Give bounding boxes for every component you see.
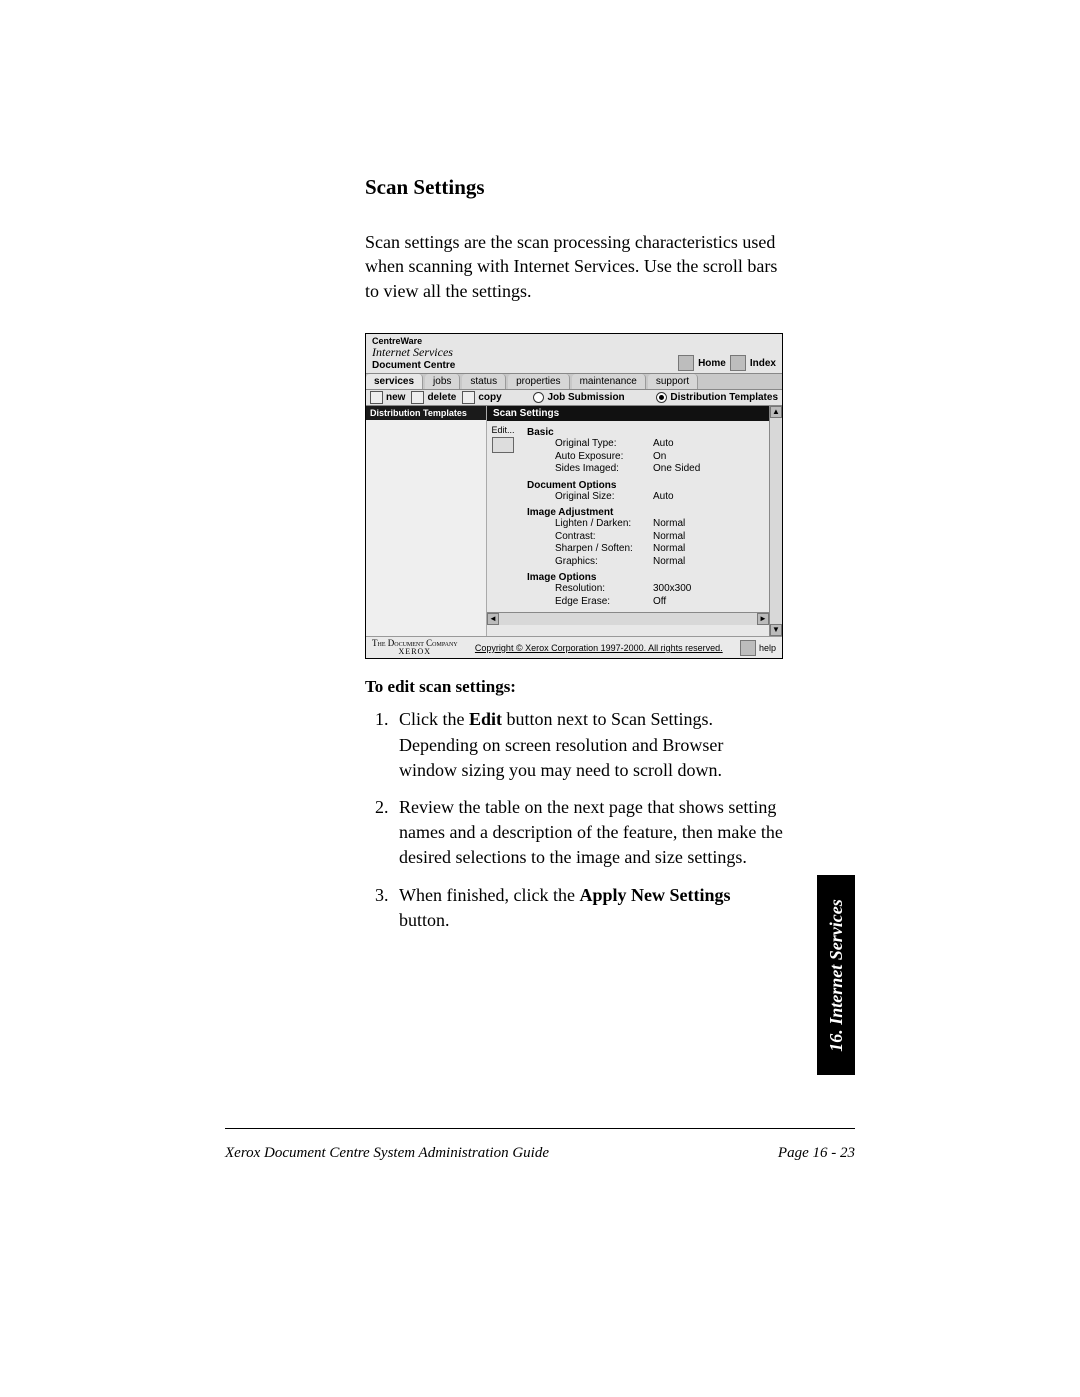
left-pane: Distribution Templates (366, 406, 487, 636)
scroll-up-icon[interactable]: ▲ (770, 406, 782, 418)
help-link[interactable]: help (740, 640, 776, 656)
vertical-scrollbar[interactable]: ▲ ▼ (769, 406, 782, 636)
edit-bold: Edit (469, 709, 502, 729)
label-lighten-darken: Lighten / Darken: (555, 518, 653, 531)
group-doc-options: Document Options (527, 480, 769, 491)
label-contrast: Contrast: (555, 531, 653, 544)
label-resolution: Resolution: (555, 583, 653, 596)
left-pane-title: Distribution Templates (366, 406, 486, 420)
tab-status[interactable]: status (462, 374, 506, 389)
value-graphics: Normal (653, 556, 685, 569)
group-basic: Basic (527, 427, 769, 438)
index-link[interactable]: Index (750, 358, 776, 369)
tab-jobs[interactable]: jobs (425, 374, 460, 389)
value-lighten-darken: Normal (653, 518, 685, 531)
job-submission-radio[interactable]: Job Submission (533, 392, 624, 403)
home-link[interactable]: Home (698, 358, 726, 369)
apply-bold: Apply New Settings (579, 885, 730, 905)
page-title: Scan Settings (365, 175, 785, 200)
label-sharpen-soften: Sharpen / Soften: (555, 543, 653, 556)
scan-settings-title: Scan Settings (487, 406, 769, 421)
copy-button[interactable]: copy (462, 391, 501, 404)
label-graphics: Graphics: (555, 556, 653, 569)
intro-paragraph: Scan settings are the scan processing ch… (365, 230, 785, 303)
screenshot-figure: CentreWare Internet Services Document Ce… (365, 333, 783, 660)
footer-rule (225, 1128, 855, 1129)
scroll-down-icon[interactable]: ▼ (770, 624, 782, 636)
dist-templates-radio[interactable]: Distribution Templates (656, 392, 778, 403)
brand-line3: Document Centre (372, 361, 455, 372)
value-contrast: Normal (653, 531, 685, 544)
label-edge-erase: Edge Erase: (555, 596, 653, 609)
value-sharpen-soften: Normal (653, 543, 685, 556)
delete-button[interactable]: delete (411, 391, 456, 404)
horizontal-scrollbar[interactable]: ◄ ► (487, 612, 769, 625)
step-2: Review the table on the next page that s… (393, 795, 785, 871)
screenshot-header: CentreWare Internet Services Document Ce… (366, 334, 782, 374)
value-auto-exposure: On (653, 451, 666, 464)
index-icon[interactable] (730, 355, 746, 371)
value-original-size: Auto (653, 491, 674, 504)
label-auto-exposure: Auto Exposure: (555, 451, 653, 464)
label-sides-imaged: Sides Imaged: (555, 463, 653, 476)
copyright-link[interactable]: Copyright © Xerox Corporation 1997-2000.… (475, 643, 723, 653)
help-icon (740, 640, 756, 656)
label-original-type: Original Type: (555, 438, 653, 451)
tab-services[interactable]: services (366, 374, 423, 389)
edit-button[interactable] (492, 437, 514, 453)
company-line2: XEROX (372, 648, 458, 656)
chapter-side-tab: 16. Internet Services (817, 875, 855, 1075)
new-button[interactable]: new (370, 391, 405, 404)
step-3: When finished, click the Apply New Setti… (393, 883, 785, 933)
main-tabs: services jobs status properties maintena… (366, 373, 782, 390)
home-icon[interactable] (678, 355, 694, 371)
sub-toolbar: new delete copy Job Submission Distribut… (366, 390, 782, 406)
scroll-right-icon[interactable]: ► (757, 613, 769, 625)
brand-line2: Internet Services (372, 346, 455, 359)
group-image-options: Image Options (527, 572, 769, 583)
step-1: Click the Edit button next to Scan Setti… (393, 707, 785, 783)
tab-maintenance[interactable]: maintenance (572, 374, 646, 389)
group-image-adjustment: Image Adjustment (527, 507, 769, 518)
company-block: The Document Company XEROX (372, 639, 458, 656)
edit-label: Edit... (489, 425, 517, 435)
value-sides-imaged: One Sided (653, 463, 700, 476)
steps-list: Click the Edit button next to Scan Setti… (365, 707, 785, 933)
label-original-size: Original Size: (555, 491, 653, 504)
footer-left: Xerox Document Centre System Administrat… (225, 1145, 549, 1162)
edit-subhead: To edit scan settings: (365, 677, 785, 697)
tab-properties[interactable]: properties (508, 374, 569, 389)
value-edge-erase: Off (653, 596, 666, 609)
value-resolution: 300x300 (653, 583, 691, 596)
footer-right: Page 16 - 23 (778, 1145, 855, 1162)
scroll-left-icon[interactable]: ◄ (487, 613, 499, 625)
tab-support[interactable]: support (648, 374, 698, 389)
value-original-type: Auto (653, 438, 674, 451)
